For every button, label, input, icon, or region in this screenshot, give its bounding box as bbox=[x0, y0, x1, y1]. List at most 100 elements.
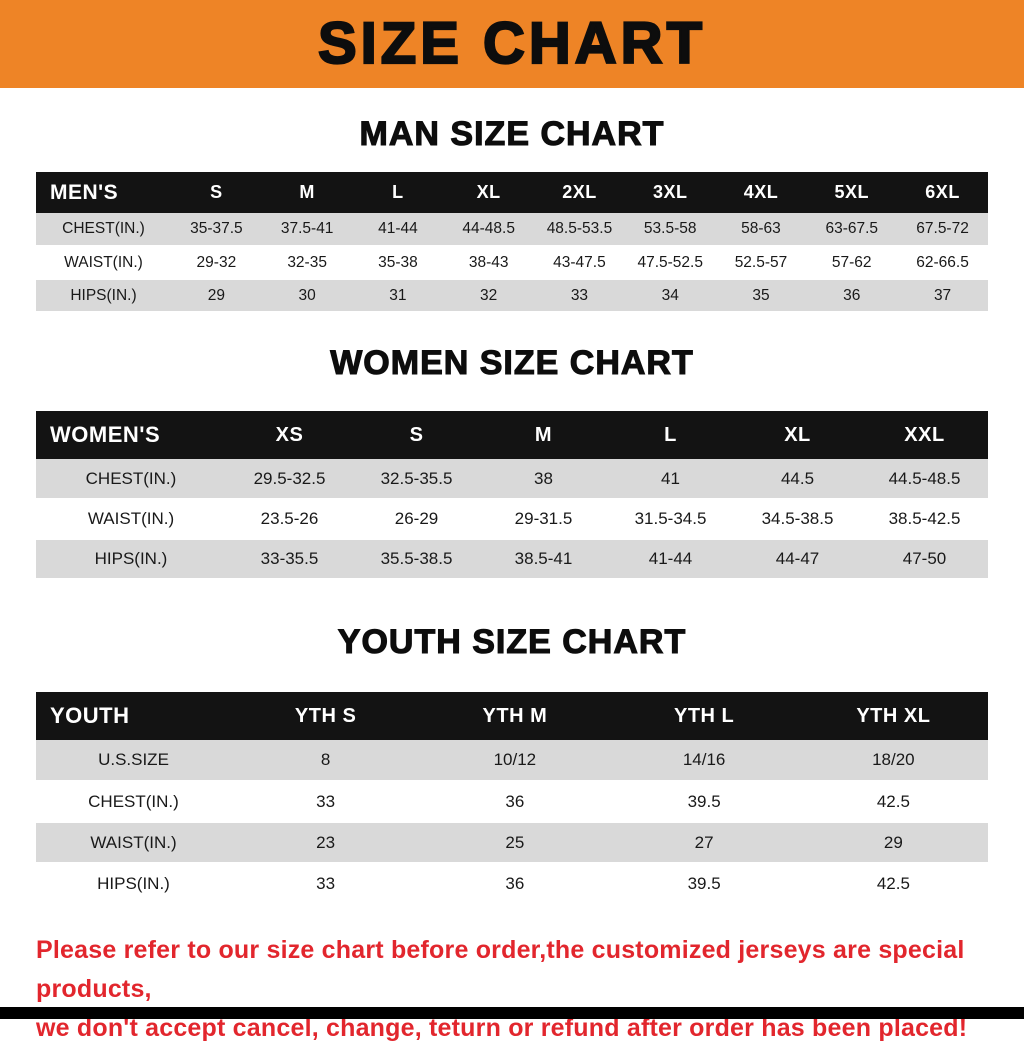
value-cell: 8 bbox=[320, 750, 331, 769]
value-cell: 52.5-57 bbox=[734, 253, 788, 271]
youth-size-table: YOUTH YTH S YTH M YTH L YTH XL U.S.SIZE 8 10/12… bbox=[36, 692, 988, 905]
row-label: WAIST(IN.) bbox=[87, 509, 175, 528]
section-men: MAN SIZE CHART MEN'S S M L XL 2XL 3XL 4XL 5XL 6XL… bbox=[0, 88, 1024, 313]
banner: SIZE CHART bbox=[0, 0, 1024, 88]
value-cell: 62-66.5 bbox=[916, 253, 969, 271]
column-header: S bbox=[210, 182, 223, 202]
column-header: XXL bbox=[904, 423, 945, 446]
value-cell: 41-44 bbox=[378, 220, 418, 237]
value-cell: 47-50 bbox=[902, 549, 947, 568]
value-cell: 67.5-72 bbox=[916, 220, 969, 237]
value-cell: 34.5-38.5 bbox=[761, 509, 834, 528]
value-cell: 63-67.5 bbox=[825, 220, 879, 237]
value-cell: 37 bbox=[933, 286, 952, 304]
column-header: 3XL bbox=[652, 182, 688, 202]
value-cell: 27 bbox=[694, 832, 714, 852]
value-cell: 36 bbox=[843, 286, 861, 304]
value-cell: 44-47 bbox=[775, 549, 820, 568]
row-label: WAIST(IN.) bbox=[64, 253, 143, 271]
value-cell: 36 bbox=[505, 873, 525, 893]
column-header: XL bbox=[476, 182, 501, 202]
column-header: M bbox=[534, 423, 553, 446]
value-cell: 38 bbox=[534, 468, 553, 488]
value-cell: 31.5-34.5 bbox=[634, 509, 707, 528]
column-header: YTH S bbox=[294, 704, 357, 727]
women-size-table: WOMEN'S XS S M L XL XXL CHEST(IN.) 29.5-32.5 32.5… bbox=[36, 411, 988, 580]
youth-section-heading: YOUTH SIZE CHART bbox=[337, 622, 687, 661]
value-cell: 39.5 bbox=[687, 791, 721, 811]
column-header: YTH M bbox=[482, 704, 548, 727]
table-title-cell: WOMEN'S bbox=[50, 422, 161, 447]
column-header: XL bbox=[784, 423, 811, 446]
table-title-cell: YOUTH bbox=[50, 703, 130, 728]
value-cell: 31 bbox=[389, 286, 407, 304]
value-cell: 25 bbox=[505, 832, 525, 852]
column-header: M bbox=[299, 182, 315, 202]
table-title-cell: MEN'S bbox=[50, 180, 119, 204]
value-cell: 38.5-41 bbox=[514, 549, 573, 568]
value-cell: 29-32 bbox=[196, 253, 237, 271]
row-label: U.S.SIZE bbox=[98, 750, 169, 769]
footer-bar bbox=[0, 1007, 1024, 1019]
column-header: 6XL bbox=[925, 182, 960, 202]
value-cell: 38-43 bbox=[468, 253, 509, 271]
column-header: L bbox=[392, 182, 404, 202]
men-size-table: MEN'S S M L XL 2XL 3XL 4XL 5XL 6XL CHEST(IN.) 35-37… bbox=[36, 172, 988, 313]
value-cell: 44.5-48.5 bbox=[888, 468, 961, 488]
value-cell: 47.5-52.5 bbox=[637, 253, 703, 271]
column-header: 2XL bbox=[562, 182, 597, 202]
value-cell: 41 bbox=[661, 468, 680, 488]
value-cell: 36 bbox=[505, 791, 525, 811]
value-cell: 14/16 bbox=[682, 750, 726, 769]
value-cell: 44-48.5 bbox=[462, 220, 515, 237]
value-cell: 33 bbox=[316, 873, 336, 893]
disclaimer-text: Please refer to our size chart before or… bbox=[0, 905, 1024, 1048]
value-cell: 30 bbox=[298, 286, 316, 304]
row-label: HIPS(IN.) bbox=[94, 549, 168, 568]
value-cell: 33 bbox=[570, 286, 589, 304]
row-label: HIPS(IN.) bbox=[97, 873, 170, 893]
column-header: XS bbox=[275, 423, 304, 446]
value-cell: 32.5-35.5 bbox=[380, 468, 453, 488]
value-cell: 57-62 bbox=[831, 253, 872, 271]
value-cell: 48.5-53.5 bbox=[546, 220, 613, 237]
value-cell: 41-44 bbox=[648, 549, 693, 568]
column-header: YTH L bbox=[673, 704, 735, 727]
section-youth: YOUTH SIZE CHART YOUTH YTH S YTH M YTH L YTH… bbox=[0, 580, 1024, 905]
value-cell: 37.5-41 bbox=[280, 220, 334, 237]
value-cell: 38.5-42.5 bbox=[888, 509, 961, 528]
value-cell: 23 bbox=[316, 832, 336, 852]
value-cell: 58-63 bbox=[741, 220, 781, 237]
column-header: S bbox=[409, 423, 424, 446]
value-cell: 29-31.5 bbox=[514, 509, 573, 528]
column-header: YTH XL bbox=[856, 704, 931, 727]
value-cell: 35 bbox=[752, 286, 770, 304]
value-cell: 35.5-38.5 bbox=[380, 549, 453, 568]
row-label: HIPS(IN.) bbox=[70, 286, 137, 304]
row-label: CHEST(IN.) bbox=[85, 468, 177, 488]
row-label: CHEST(IN.) bbox=[62, 220, 145, 237]
value-cell: 29 bbox=[883, 832, 903, 852]
column-header: 4XL bbox=[743, 182, 779, 202]
value-cell: 18/20 bbox=[872, 750, 915, 769]
value-cell: 44.5 bbox=[780, 468, 815, 488]
women-section-heading: WOMEN SIZE CHART bbox=[330, 343, 694, 382]
value-cell: 23.5-26 bbox=[260, 509, 319, 528]
value-cell: 42.5 bbox=[876, 791, 910, 811]
value-cell: 34 bbox=[661, 286, 679, 304]
men-section-heading: MAN SIZE CHART bbox=[359, 114, 665, 153]
section-women: WOMEN SIZE CHART WOMEN'S XS S M L XL XXL CHEST(… bbox=[0, 313, 1024, 580]
value-cell: 39.5 bbox=[687, 873, 721, 893]
value-cell: 26-29 bbox=[394, 509, 439, 528]
value-cell: 35-38 bbox=[378, 253, 418, 271]
value-cell: 32-35 bbox=[287, 253, 327, 271]
value-cell: 35-37.5 bbox=[190, 220, 243, 237]
column-header: L bbox=[664, 423, 677, 446]
disclaimer-line-1: Please refer to our size chart before or… bbox=[36, 936, 965, 1003]
row-label: CHEST(IN.) bbox=[88, 791, 179, 811]
value-cell: 53.5-58 bbox=[643, 220, 697, 237]
page-title: SIZE CHART bbox=[317, 11, 706, 76]
row-label: WAIST(IN.) bbox=[90, 832, 177, 852]
column-header: 5XL bbox=[834, 182, 869, 202]
